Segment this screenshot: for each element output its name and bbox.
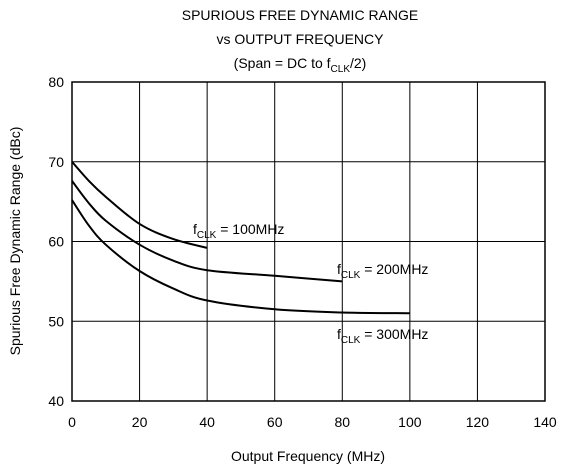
x-tick-label: 20 xyxy=(132,414,148,430)
x-tick-label: 40 xyxy=(199,414,215,430)
x-tick-label: 120 xyxy=(466,414,490,430)
series-label: fCLK = 300MHz xyxy=(337,326,428,346)
y-tick-label: 80 xyxy=(48,74,64,90)
label-part: f xyxy=(193,221,197,237)
y-tick-label: 40 xyxy=(48,393,64,409)
x-tick-label: 140 xyxy=(533,414,557,430)
x-tick-label: 60 xyxy=(267,414,283,430)
subtitle-part: CLK xyxy=(331,64,351,75)
label-part: CLK xyxy=(197,230,217,241)
x-tick-label: 80 xyxy=(334,414,350,430)
chart-title: vs OUTPUT FREQUENCY xyxy=(217,31,385,47)
label-part: CLK xyxy=(341,270,361,281)
line xyxy=(71,180,343,283)
label-part: f xyxy=(337,326,341,342)
label-part: = 200MHz xyxy=(360,261,428,277)
x-axis-label: Output Frequency (MHz) xyxy=(231,448,385,464)
plot-frame xyxy=(71,81,546,402)
chart-title: SPURIOUS FREE DYNAMIC RANGE xyxy=(182,7,418,23)
subtitle-part: /2) xyxy=(350,55,366,71)
line xyxy=(71,199,410,315)
label-part: = 300MHz xyxy=(360,326,428,342)
y-tick-label: 60 xyxy=(48,234,64,250)
series-label: fCLK = 200MHz xyxy=(337,261,428,281)
y-axis-label: Spurious Free Dynamic Range (dBc) xyxy=(7,127,23,356)
chart-subtitle: (Span = DC to fCLK/2) xyxy=(234,55,367,75)
x-tick-label: 0 xyxy=(68,414,76,430)
y-tick-label: 50 xyxy=(48,313,64,329)
line xyxy=(71,161,208,249)
label-part: f xyxy=(337,261,341,277)
label-part: CLK xyxy=(341,335,361,346)
label-part: = 100MHz xyxy=(216,221,284,237)
x-tick-label: 100 xyxy=(398,414,422,430)
y-tick-label: 70 xyxy=(48,154,64,170)
series-label: fCLK = 100MHz xyxy=(193,221,284,241)
subtitle-part: (Span = DC to f xyxy=(234,55,331,71)
